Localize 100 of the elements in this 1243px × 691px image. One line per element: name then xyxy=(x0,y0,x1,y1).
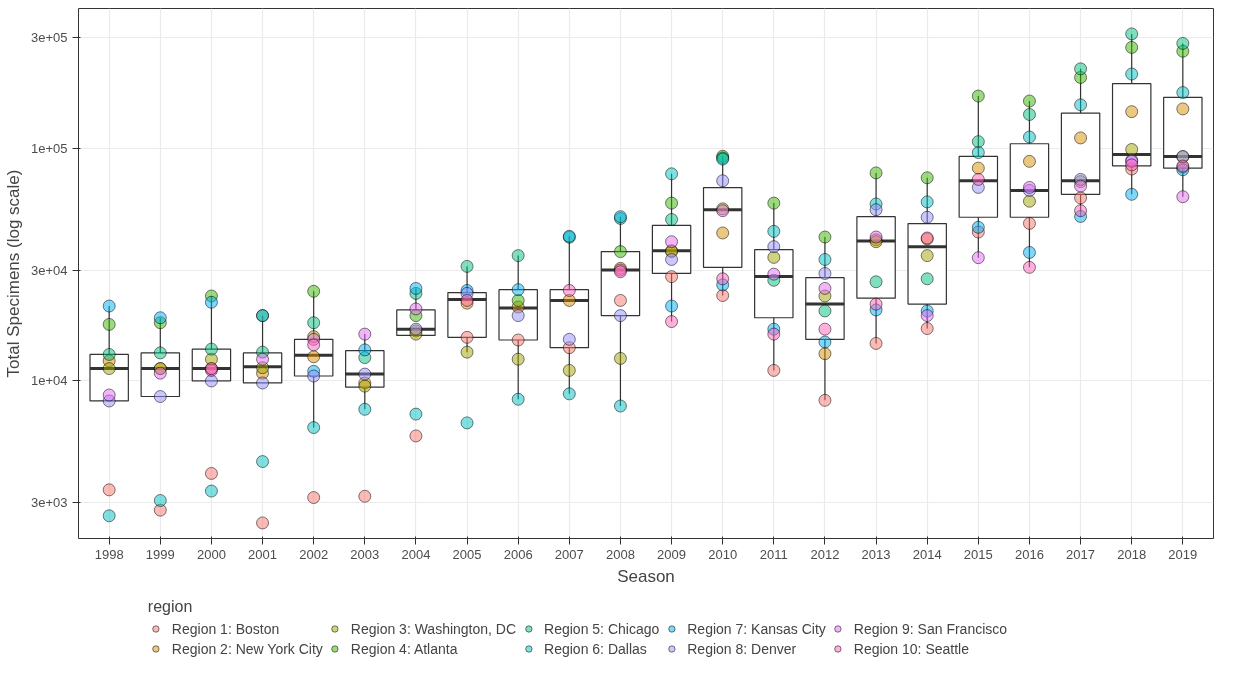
point xyxy=(1176,86,1190,100)
point xyxy=(1074,204,1088,218)
x-tick-label: 2002 xyxy=(299,546,329,562)
point xyxy=(102,347,116,361)
point xyxy=(767,250,781,264)
point xyxy=(307,338,321,352)
point xyxy=(971,161,985,175)
legend-label: Region 10: Seattle xyxy=(853,640,969,657)
point xyxy=(665,212,679,226)
point xyxy=(1022,216,1036,230)
point xyxy=(613,245,627,259)
point xyxy=(256,376,270,390)
point xyxy=(818,230,832,244)
point xyxy=(256,455,270,469)
point xyxy=(767,224,781,238)
point xyxy=(818,347,832,361)
point xyxy=(716,272,730,286)
x-tick-label: 2016 xyxy=(1014,546,1044,562)
point xyxy=(665,299,679,313)
point xyxy=(307,284,321,298)
point xyxy=(409,407,423,421)
point xyxy=(716,174,730,188)
y-tick-label: 3e+03 xyxy=(30,494,68,510)
point xyxy=(204,295,218,309)
x-axis-title: Season xyxy=(617,566,675,586)
point xyxy=(665,252,679,266)
point xyxy=(153,390,167,403)
point xyxy=(818,281,832,295)
point xyxy=(460,416,474,430)
point xyxy=(1125,27,1139,41)
point xyxy=(153,311,167,325)
point xyxy=(818,322,832,336)
point xyxy=(818,304,832,318)
point xyxy=(1176,36,1190,50)
x-tick-label: 2007 xyxy=(554,546,584,562)
point xyxy=(102,509,116,523)
point xyxy=(102,317,116,331)
point xyxy=(153,346,167,360)
x-tick-label: 2018 xyxy=(1117,546,1147,562)
x-tick-label: 2015 xyxy=(963,546,993,562)
point xyxy=(613,293,627,307)
x-tick-label: 2005 xyxy=(452,546,482,562)
point xyxy=(562,363,576,377)
x-tick-label: 1999 xyxy=(145,546,175,562)
point xyxy=(1022,245,1036,259)
point xyxy=(869,297,883,311)
point xyxy=(1022,154,1036,168)
legend-label: Region 7: Kansas City xyxy=(687,620,826,637)
point xyxy=(665,196,679,210)
point xyxy=(511,392,525,406)
legend-title: region xyxy=(147,597,194,616)
legend-label: Region 5: Chicago xyxy=(544,620,660,637)
point xyxy=(153,494,167,507)
point xyxy=(767,267,781,281)
point xyxy=(971,251,985,265)
point xyxy=(920,210,934,224)
x-tick-label: 2010 xyxy=(708,546,738,562)
point xyxy=(358,327,372,341)
point xyxy=(869,275,883,289)
x-tick-label: 2006 xyxy=(503,546,533,562)
point xyxy=(511,283,525,297)
x-tick-label: 2004 xyxy=(401,546,431,562)
x-tick-label: 2008 xyxy=(605,546,635,562)
x-tick-label: 2011 xyxy=(759,546,788,562)
point xyxy=(1074,131,1088,145)
point xyxy=(613,399,627,413)
point xyxy=(818,252,832,266)
x-tick-label: 2001 xyxy=(248,546,278,562)
point xyxy=(665,167,679,181)
point xyxy=(102,483,116,497)
point xyxy=(1074,179,1088,193)
point xyxy=(409,281,423,295)
point xyxy=(1074,62,1088,76)
point xyxy=(613,351,627,365)
x-tick-label: 2000 xyxy=(196,546,226,562)
x-tick-label: 1998 xyxy=(94,546,124,562)
point xyxy=(818,266,832,280)
legend-label: Region 9: San Francisco xyxy=(853,620,1008,637)
point xyxy=(511,249,525,263)
point xyxy=(562,332,576,346)
y-tick-label: 3e+05 xyxy=(30,30,68,46)
x-tick-label: 2009 xyxy=(657,546,687,562)
x-tick-label: 2013 xyxy=(861,546,891,562)
point xyxy=(562,283,576,297)
point xyxy=(1125,40,1139,54)
point xyxy=(920,171,934,185)
point xyxy=(204,374,218,388)
point xyxy=(1074,191,1088,205)
x-tick-label: 2019 xyxy=(1168,546,1198,562)
point xyxy=(971,135,985,149)
point xyxy=(971,89,985,103)
point xyxy=(613,309,627,323)
point xyxy=(1022,94,1036,108)
point xyxy=(1074,98,1088,112)
point xyxy=(869,336,883,350)
point xyxy=(767,327,781,341)
point xyxy=(358,489,372,503)
y-axis-title: Total Specimens (log scale) xyxy=(3,169,23,378)
point xyxy=(1125,142,1139,156)
point xyxy=(1125,105,1139,119)
